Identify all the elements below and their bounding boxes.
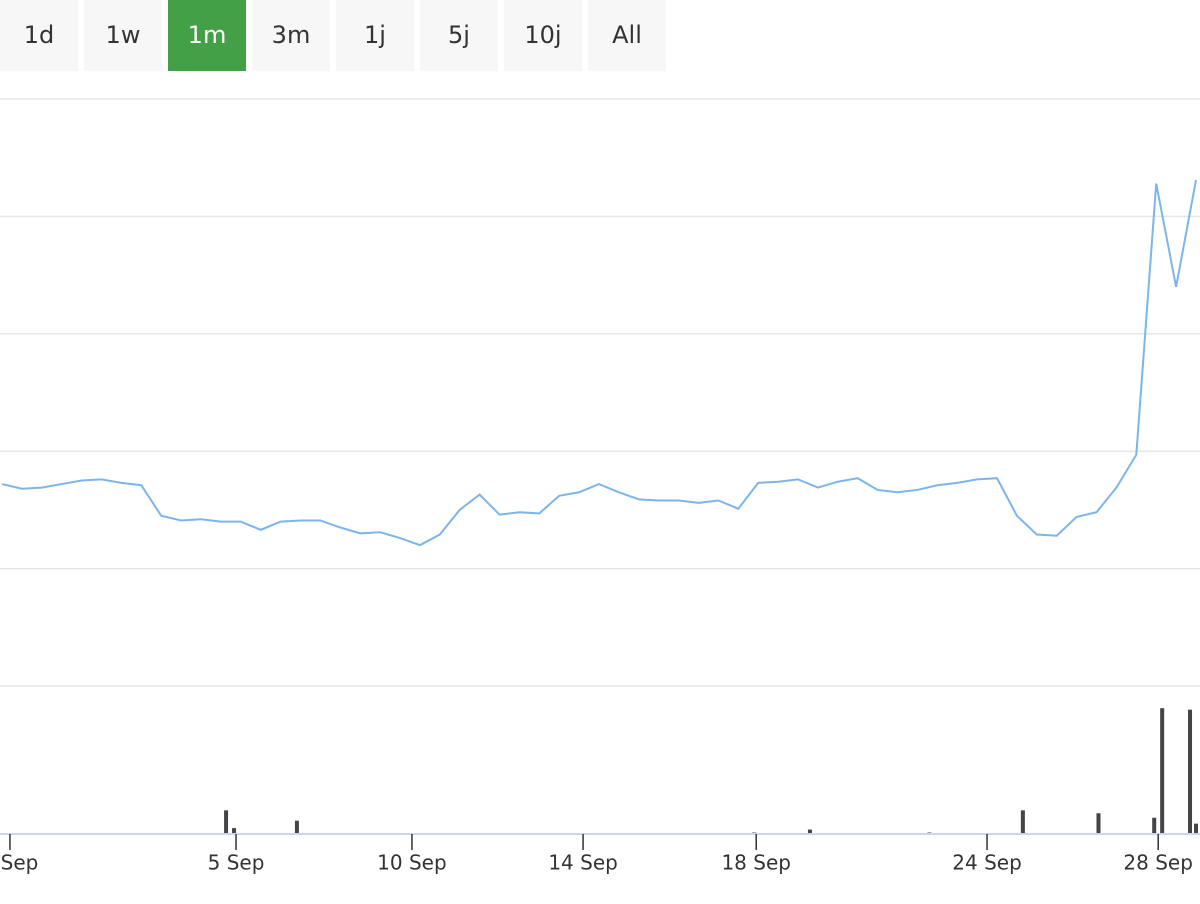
range-button-label[interactable]: 1m xyxy=(188,21,227,49)
x-tick-label: 1 Sep xyxy=(0,851,38,875)
x-tick-label: 14 Sep xyxy=(548,851,618,875)
range-button[interactable] xyxy=(420,0,498,71)
x-tick-label: 10 Sep xyxy=(377,851,447,875)
range-button-label[interactable]: 1w xyxy=(106,21,141,49)
volume-bar xyxy=(1160,708,1165,834)
price-line xyxy=(1,179,1197,547)
volume-bar xyxy=(1096,813,1101,834)
range-button[interactable] xyxy=(504,0,582,71)
range-button-label[interactable]: 5j xyxy=(448,21,470,49)
volume-bar xyxy=(807,829,812,834)
range-button[interactable] xyxy=(252,0,330,71)
range-button-label[interactable]: 1j xyxy=(364,21,386,49)
volume-bar xyxy=(224,810,229,834)
range-button-label[interactable]: 10j xyxy=(524,21,561,49)
x-tick-label: 24 Sep xyxy=(952,851,1022,875)
volume-bar xyxy=(1188,709,1193,834)
volume-bar xyxy=(294,820,299,834)
volume-bar xyxy=(1194,823,1198,834)
range-button-label[interactable]: All xyxy=(612,21,642,49)
range-button-label[interactable]: 3m xyxy=(272,21,311,49)
range-button[interactable] xyxy=(588,0,666,71)
x-tick-label: 18 Sep xyxy=(721,851,791,875)
range-button[interactable] xyxy=(84,0,162,71)
range-button[interactable] xyxy=(0,0,78,71)
range-button[interactable] xyxy=(336,0,414,71)
volume-bar xyxy=(1152,817,1157,834)
range-button[interactable] xyxy=(168,0,246,71)
volume-bar xyxy=(232,828,237,834)
x-tick-label: 5 Sep xyxy=(208,851,265,875)
range-button-label[interactable]: 1d xyxy=(24,21,55,49)
volume-bar xyxy=(1020,810,1025,834)
x-tick-label: 28 Sep xyxy=(1123,851,1193,875)
